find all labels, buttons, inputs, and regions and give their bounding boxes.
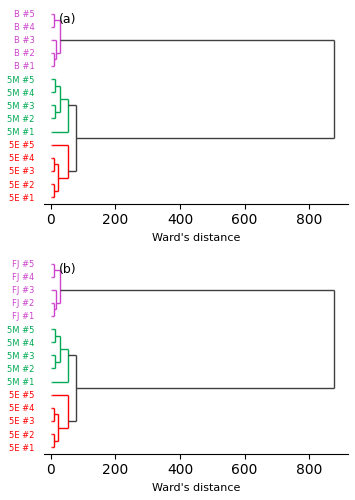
Text: (b): (b) (59, 263, 77, 276)
Text: (a): (a) (59, 13, 77, 26)
X-axis label: Ward's distance: Ward's distance (152, 233, 240, 243)
X-axis label: Ward's distance: Ward's distance (152, 483, 240, 493)
